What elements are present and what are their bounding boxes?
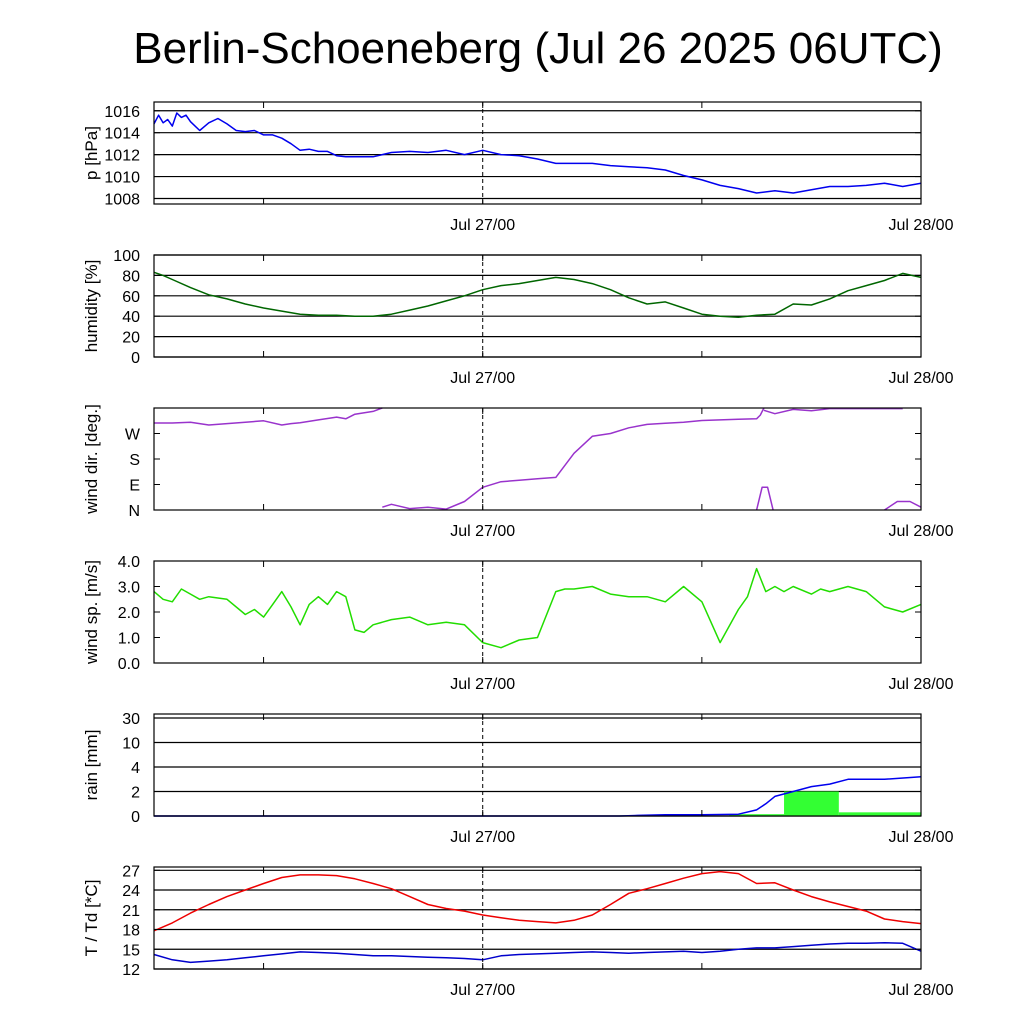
panel-5-ytick-label: 4: [131, 760, 140, 777]
panel-5-ytick-label: 30: [122, 711, 140, 728]
panel-4-xtick-label: Jul 28/00: [889, 676, 954, 693]
panel-1-ytick-label: 1012: [104, 148, 140, 165]
panel-1-frame: [153, 101, 922, 205]
panel-4-ytick-label: 4.0: [118, 554, 140, 571]
panel-6-ytick-label: 27: [122, 863, 140, 880]
panel-3-ylabel: wind dir. [deg.]: [82, 404, 101, 515]
panel-4-ytick-label: 3.0: [118, 580, 140, 597]
panel-2-ytick-label: 100: [113, 248, 140, 265]
page-title: Berlin-Schoeneberg (Jul 26 2025 06UTC): [133, 24, 943, 73]
panel-3-frame: [153, 407, 922, 511]
panel-5-ytick-label: 10: [122, 736, 140, 753]
panel-5-rain-bar: [784, 791, 839, 816]
panel-5-frame: [153, 713, 922, 817]
panel-5-rain-bar: [729, 814, 785, 816]
panel-1-ylabel: p [hPa]: [82, 126, 101, 180]
panel-2-ytick-label: 80: [122, 268, 140, 285]
panel-3-ytick-label: S: [129, 452, 140, 469]
panel-6-frame: [153, 866, 922, 970]
panel-3-series-1-line: [884, 500, 922, 511]
panel-1-ytick-label: 1008: [104, 192, 140, 209]
panel-1-xtick-label: Jul 28/00: [889, 217, 954, 234]
panel-6-series-1-line: [153, 870, 922, 932]
panel-2-ytick-label: 60: [122, 289, 140, 306]
panel-6-ytick-label: 21: [122, 903, 140, 920]
panel-4-frame: [153, 560, 922, 664]
panel-6-xtick-label: Jul 27/00: [450, 982, 515, 999]
panel-1-xtick-label: Jul 27/00: [450, 217, 515, 234]
panel-2-xtick-label: Jul 28/00: [889, 370, 954, 387]
panel-3-series-1-line: [755, 486, 774, 511]
panel-2-ytick-label: 20: [122, 330, 140, 347]
panel-2-xtick-label: Jul 27/00: [450, 370, 515, 387]
panel-5-rain-bar: [838, 812, 921, 816]
panel-3-ytick-label: W: [125, 427, 141, 444]
panel-6-xtick-label: Jul 28/00: [889, 982, 954, 999]
panel-1-ytick-label: 1016: [104, 104, 140, 121]
panel-6-ylabel: T / Td [*C]: [82, 880, 101, 957]
panel-4-ytick-label: 0.0: [118, 656, 140, 673]
panel-5-xtick-label: Jul 28/00: [889, 829, 954, 846]
panel-6-ytick-label: 12: [122, 962, 140, 979]
panel-2-series-1-line: [153, 271, 922, 318]
panel-5-xtick-label: Jul 27/00: [450, 829, 515, 846]
panel-4-ylabel: wind sp. [m/s]: [82, 560, 101, 665]
panel-1-ytick-label: 1010: [104, 170, 140, 187]
panel-4-ytick-label: 2.0: [118, 605, 140, 622]
panel-3-series-1-line: [382, 407, 765, 510]
panel-1-series-1-line: [153, 112, 922, 194]
panel-5-ytick-label: 2: [131, 785, 140, 802]
panel-3-series-1-line: [154, 407, 383, 426]
panel-2-frame: [153, 254, 922, 358]
panel-6-ytick-label: 18: [122, 923, 140, 940]
panel-6-ytick-label: 15: [122, 942, 140, 959]
panel-1-ytick-label: 1014: [104, 126, 140, 143]
panel-3-series-1-line: [763, 407, 903, 415]
panel-3-ytick-label: N: [128, 503, 140, 520]
panel-6-ytick-label: 24: [122, 883, 140, 900]
panel-3-xtick-label: Jul 28/00: [889, 523, 954, 540]
panel-5-ytick-label: 0: [131, 809, 140, 826]
panel-3-xtick-label: Jul 27/00: [450, 523, 515, 540]
panel-2-ytick-label: 40: [122, 309, 140, 326]
panel-5-series-1-line: [154, 776, 922, 817]
panel-4-xtick-label: Jul 27/00: [450, 676, 515, 693]
panel-4-series-1-line: [153, 567, 922, 649]
panel-4-ytick-label: 1.0: [118, 631, 140, 648]
panel-2-ylabel: humidity [%]: [82, 260, 101, 353]
panel-2-ytick-label: 0: [131, 350, 140, 367]
panel-5-ylabel: rain [mm]: [82, 730, 101, 801]
panel-6-series-2-line: [153, 941, 922, 964]
panel-3-ytick-label: E: [129, 478, 140, 495]
